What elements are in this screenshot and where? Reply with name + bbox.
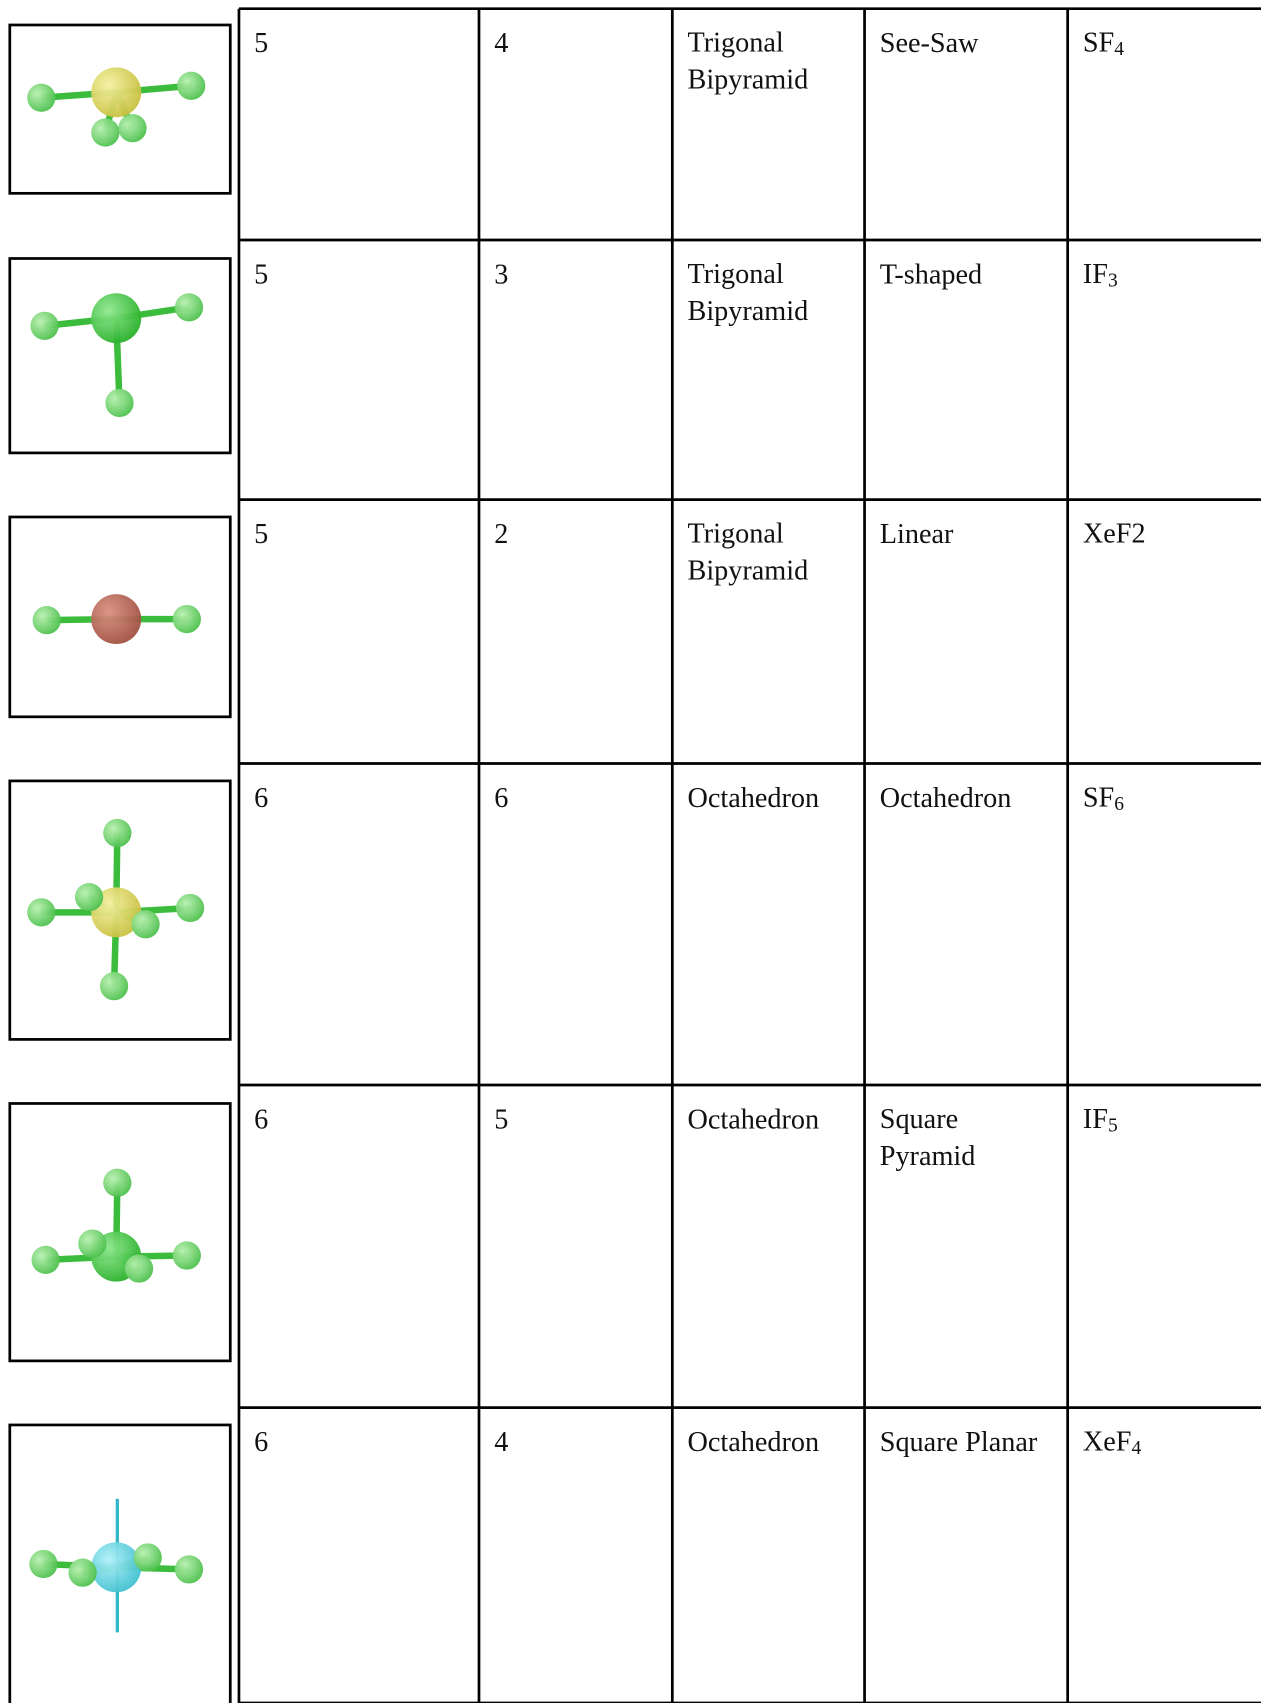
table-cell: 3 xyxy=(494,259,508,290)
table-cell: 4 xyxy=(494,28,508,59)
ligand-atom xyxy=(174,1555,204,1584)
molecule-image xyxy=(8,23,232,195)
table-cell: Octahedron xyxy=(880,783,1012,814)
molecule-image xyxy=(8,1423,232,1703)
table-cell: 6 xyxy=(254,783,268,814)
formula: SF6 xyxy=(1083,783,1124,815)
formula-base: SF xyxy=(1083,783,1114,814)
molecule-image xyxy=(8,779,232,1041)
ligand-atom xyxy=(172,1241,201,1270)
formula-subscript: 5 xyxy=(1108,1116,1118,1137)
central-atom xyxy=(91,293,142,344)
central-atom xyxy=(91,594,142,645)
formula-subscript: 6 xyxy=(1114,794,1124,815)
formula-base: SF xyxy=(1083,28,1114,59)
formula-base: IF xyxy=(1083,259,1108,290)
formula-base: XeF2 xyxy=(1083,519,1146,550)
central-atom xyxy=(91,67,142,118)
ligand-atom xyxy=(124,1254,154,1283)
molecule-image xyxy=(8,515,232,719)
table-cell: Octahedron xyxy=(688,1104,820,1135)
formula: IF3 xyxy=(1083,259,1118,291)
ligand-atom xyxy=(172,604,201,634)
ligand-atom xyxy=(27,898,56,927)
ligand-atom xyxy=(177,71,206,100)
formula-subscript: 4 xyxy=(1114,40,1124,61)
formula: IF5 xyxy=(1083,1104,1118,1136)
ligand-atom xyxy=(99,972,129,1001)
ligand-atom xyxy=(32,606,61,635)
cell-line: Bipyramid xyxy=(688,296,809,327)
table-cell: 6 xyxy=(254,1427,268,1458)
table-cell: Trigonal Bipyramid xyxy=(688,259,809,327)
ligand-atom xyxy=(27,83,56,112)
table-cell: 5 xyxy=(254,28,268,59)
cell-line: Pyramid xyxy=(880,1141,976,1172)
molecule-image xyxy=(8,257,232,455)
ligand-atom xyxy=(78,1229,107,1258)
table-cell: Octahedron xyxy=(688,1427,820,1458)
ligand-atom xyxy=(31,1245,60,1274)
table-cell: 5 xyxy=(494,1104,508,1135)
formula-subscript: 4 xyxy=(1131,1438,1141,1459)
ligand-atom xyxy=(68,1558,97,1587)
formula-base: XeF xyxy=(1083,1427,1132,1458)
table-cell: Square Planar xyxy=(880,1427,1038,1458)
table-cell: 6 xyxy=(254,1104,268,1135)
table-cell: 4 xyxy=(494,1427,508,1458)
table-cell: Trigonal Bipyramid xyxy=(688,28,809,96)
ligand-atom xyxy=(29,1549,58,1579)
table-cell: 5 xyxy=(254,519,268,550)
ligand-atom xyxy=(103,1168,132,1197)
formula: XeF2 xyxy=(1083,519,1146,550)
cell-line: Bipyramid xyxy=(688,556,809,587)
cell-line: Trigonal xyxy=(688,259,784,290)
cell-line: Bipyramid xyxy=(688,65,809,96)
table-cell: 5 xyxy=(254,259,268,290)
formula: SF4 xyxy=(1083,28,1124,60)
table-cell: Square Pyramid xyxy=(880,1104,976,1172)
central-atom xyxy=(91,887,142,938)
table-cell: 2 xyxy=(494,519,508,550)
ligand-atom xyxy=(175,893,205,923)
table-cell: 6 xyxy=(494,783,508,814)
ligand-atom xyxy=(118,114,147,143)
ligand-atom xyxy=(105,388,134,418)
table-cell: T-shaped xyxy=(880,259,982,290)
cell-line: Square xyxy=(880,1104,958,1135)
cell-line: Trigonal xyxy=(688,28,784,59)
formula-subscript: 3 xyxy=(1108,271,1118,292)
ligand-atom xyxy=(30,311,59,340)
table-cell: Octahedron xyxy=(688,783,820,814)
ligand-atom xyxy=(174,293,204,322)
ligand-atom xyxy=(91,118,120,147)
table-cell: Trigonal Bipyramid xyxy=(688,519,809,587)
formula: XeF4 xyxy=(1083,1427,1142,1459)
ligand-atom xyxy=(133,1543,162,1572)
table-cell: Linear xyxy=(880,519,954,550)
central-atom xyxy=(91,1542,142,1593)
cell-line: Trigonal xyxy=(688,519,784,550)
ligand-atom xyxy=(131,910,160,939)
ligand-atom xyxy=(103,818,132,848)
formula-base: IF xyxy=(1083,1104,1108,1135)
molecule-image xyxy=(8,1102,232,1363)
ligand-atom xyxy=(74,882,104,912)
table-cell: See-Saw xyxy=(880,28,979,59)
